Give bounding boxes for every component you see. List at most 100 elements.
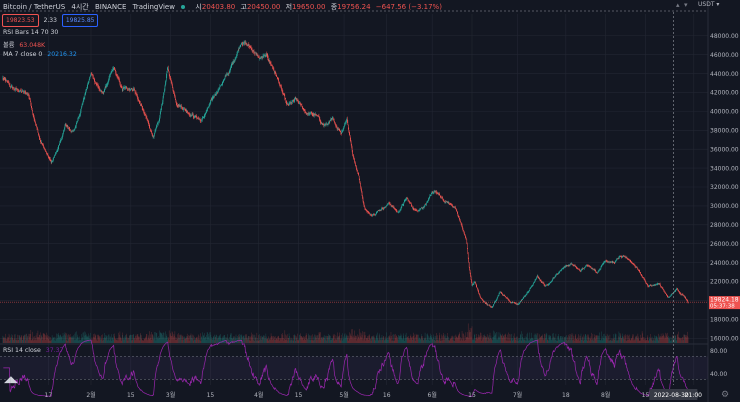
volume-bar xyxy=(653,338,654,343)
volume-bar xyxy=(608,340,610,343)
candle-body xyxy=(621,256,623,258)
candle-body xyxy=(242,43,244,45)
legend-rsi-bars[interactable]: RSI Bars 14 70 30 xyxy=(3,29,59,36)
candle-body xyxy=(41,141,42,144)
volume-bar xyxy=(459,340,461,343)
volume-bar xyxy=(227,338,229,343)
candle-body xyxy=(286,102,287,104)
candle-body xyxy=(501,292,503,294)
candle-body xyxy=(352,150,353,155)
candle-body xyxy=(482,299,484,301)
volume-bar xyxy=(143,338,145,343)
volume-bar xyxy=(584,339,585,343)
candle-body xyxy=(658,283,659,285)
candle-body xyxy=(56,151,58,153)
symbol-title[interactable]: Bitcoin / TetherUS xyxy=(3,3,66,11)
volume-bar xyxy=(416,335,417,343)
volume-bar xyxy=(383,335,384,343)
candle-body xyxy=(478,291,479,293)
trade-buttons: 19823.53 2.33 19825.85 xyxy=(2,14,99,27)
volume-bar xyxy=(288,333,290,343)
volume-bar xyxy=(26,338,28,343)
volume-bar xyxy=(178,335,180,343)
candle-body xyxy=(107,82,109,83)
volume-bar xyxy=(453,336,454,343)
candle-body xyxy=(345,122,346,124)
scroll-arrow-down-icon[interactable]: ▾ xyxy=(684,1,688,9)
volume-bar xyxy=(40,334,42,343)
candle-body xyxy=(425,204,426,205)
volume-bar xyxy=(372,336,373,343)
volume-bar xyxy=(444,336,445,343)
candle-body xyxy=(285,101,287,103)
candle-body xyxy=(435,191,437,193)
volume-bar xyxy=(349,332,350,343)
candle-body xyxy=(222,82,223,84)
candle-body xyxy=(171,81,172,83)
candle-body xyxy=(664,291,665,293)
volume-bar xyxy=(304,338,305,343)
volume-bar xyxy=(521,331,522,343)
volume-bar xyxy=(637,333,639,343)
candle-body xyxy=(7,80,8,82)
candle-body xyxy=(166,76,167,81)
price-tick-label: 30000.00 xyxy=(710,203,739,210)
legend-ma[interactable]: MA 7 close 0 20216.32 xyxy=(3,51,77,58)
scroll-arrow-up-icon[interactable]: ▴ xyxy=(676,1,680,9)
volume-bar xyxy=(611,338,613,343)
volume-bar xyxy=(402,338,403,343)
candle-body xyxy=(608,262,610,263)
sell-button[interactable]: 19823.53 xyxy=(2,14,39,27)
settings-gear-icon[interactable]: ⚙ xyxy=(721,390,730,400)
legend-rsi[interactable]: RSI 14 close 37.37 xyxy=(3,347,64,354)
buy-button[interactable]: 19825.85 xyxy=(61,14,99,27)
candle-body xyxy=(485,303,487,305)
volume-bar xyxy=(160,332,162,343)
candle-body xyxy=(202,118,204,119)
volume-bar xyxy=(259,334,260,343)
candle-body xyxy=(590,267,592,269)
candle-body xyxy=(417,211,419,212)
candle-body xyxy=(569,264,570,266)
candle-body xyxy=(580,271,581,272)
candle-body xyxy=(18,91,20,93)
volume-bar xyxy=(173,333,175,343)
candle-body xyxy=(274,71,276,73)
candle-body xyxy=(174,94,176,98)
volume-bar xyxy=(18,340,19,343)
volume-bar xyxy=(331,338,332,343)
volume-bar xyxy=(52,338,53,343)
volume-bar xyxy=(270,333,272,343)
candle-body xyxy=(585,265,587,267)
candle-body xyxy=(212,98,213,100)
candle-body xyxy=(686,300,688,301)
volume-bar xyxy=(303,336,305,343)
currency-selector[interactable]: USDT ▾ xyxy=(698,1,720,8)
candle-body xyxy=(70,130,71,131)
volume-bar xyxy=(159,332,161,343)
candle-body xyxy=(126,86,127,88)
candle-body xyxy=(503,295,505,296)
candle-body xyxy=(97,85,98,86)
interval-label[interactable]: 4시간 xyxy=(71,3,89,11)
candle-body xyxy=(188,113,189,114)
candle-body xyxy=(304,110,305,112)
volume-bar xyxy=(601,331,602,343)
candle-body xyxy=(465,237,467,239)
candle-body xyxy=(273,68,274,70)
volume-bar xyxy=(104,334,106,343)
volume-bar xyxy=(684,334,686,343)
candle-body xyxy=(533,282,535,284)
volume-bar xyxy=(523,338,525,343)
volume-bar xyxy=(217,336,219,343)
candle-body xyxy=(169,77,171,79)
candle-body xyxy=(92,74,93,75)
volume-bar xyxy=(621,337,623,343)
candle-body xyxy=(683,294,684,296)
volume-bar xyxy=(151,334,153,343)
volume-bar xyxy=(277,339,278,343)
candle-body xyxy=(250,47,251,48)
legend-volume[interactable]: 볼륨 63.048K xyxy=(3,42,46,49)
volume-bar xyxy=(502,337,504,343)
